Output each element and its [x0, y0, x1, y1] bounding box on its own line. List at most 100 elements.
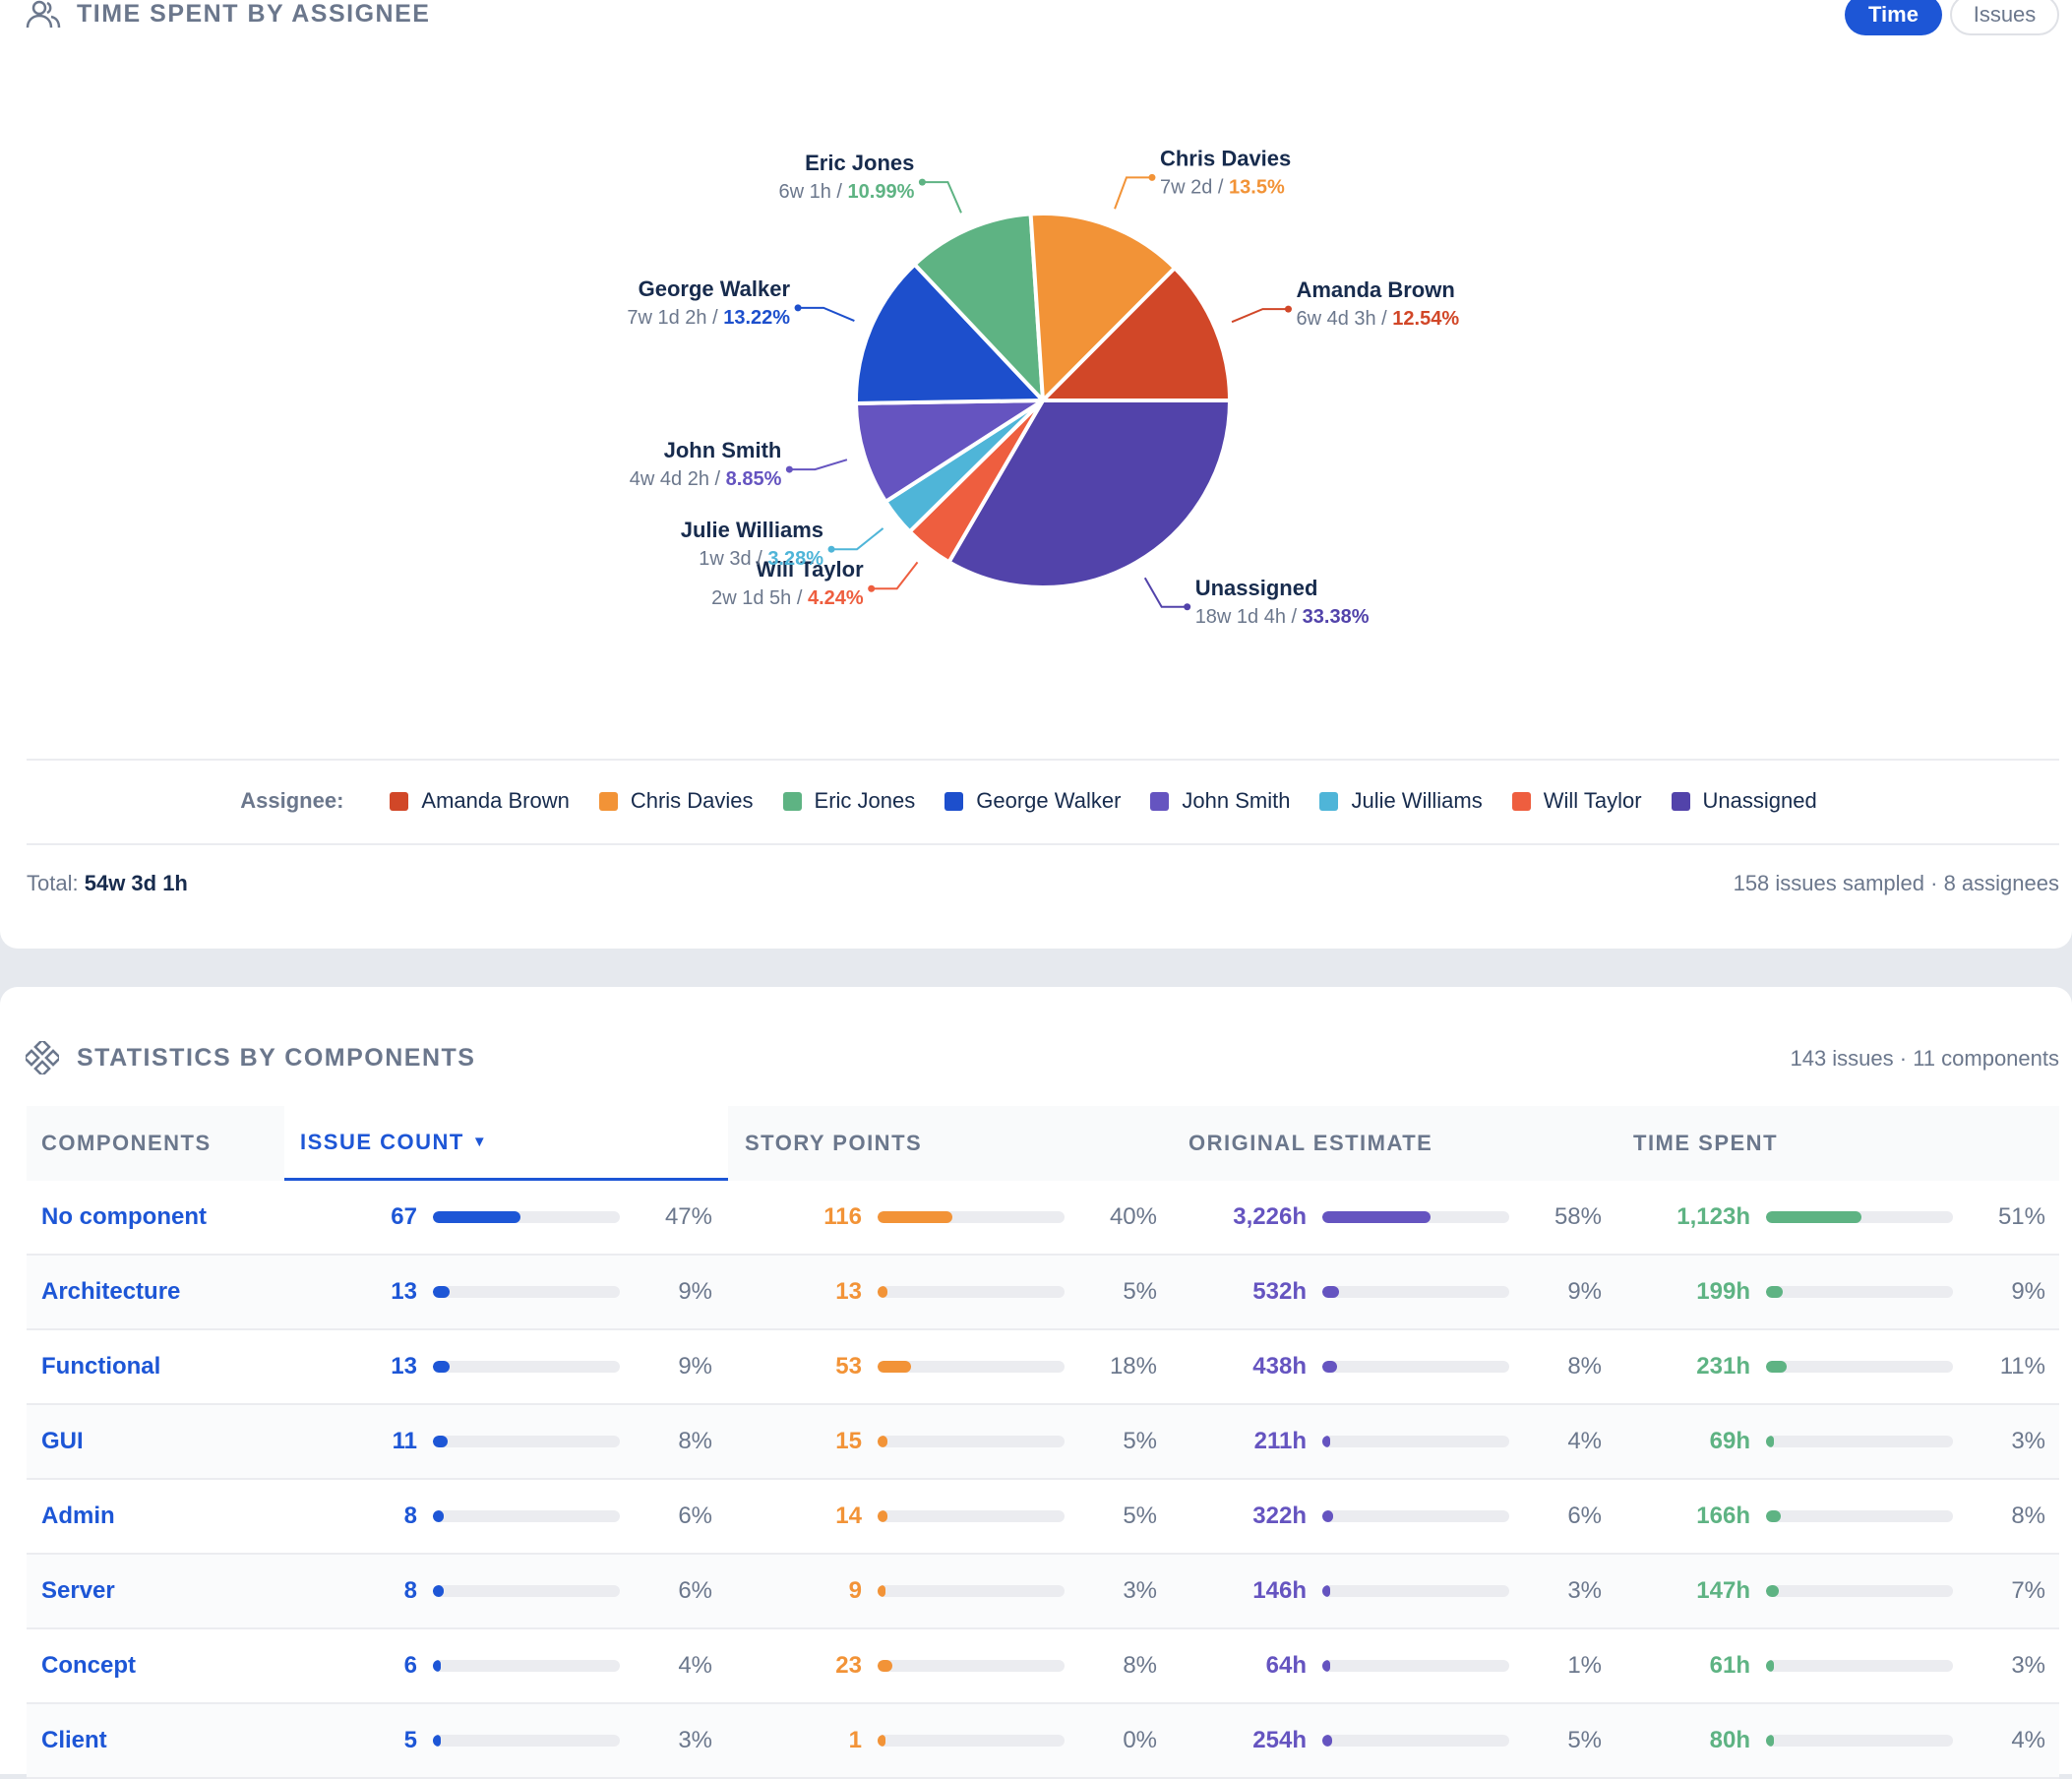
original-estimate-bar-fill	[1322, 1211, 1432, 1223]
column-story-points[interactable]: STORY POINTS	[745, 1106, 922, 1181]
pie-slice[interactable]	[854, 399, 1045, 504]
legend-bottom-divider	[27, 843, 2059, 845]
legend-label: Amanda Brown	[421, 788, 570, 813]
pie-label-dot	[1184, 603, 1191, 611]
issue-count-bar	[433, 1585, 620, 1597]
time-spent-percent: 3%	[2011, 1428, 2045, 1454]
legend-swatch	[1319, 791, 1339, 811]
pie-slice[interactable]	[912, 212, 1045, 402]
column-original-estimate-label: ORIGINAL ESTIMATE	[1188, 1131, 1433, 1155]
pie-slice[interactable]	[946, 399, 1232, 589]
legend-item[interactable]: George Walker	[945, 788, 1121, 814]
time-spent-bar	[1766, 1660, 1953, 1672]
table-row[interactable]: Client 5 3% 1 0% 254h 5% 80h 4%	[27, 1704, 2059, 1779]
table-row[interactable]: Concept 6 4% 23 8% 64h 1% 61h 3%	[27, 1629, 2059, 1704]
time-spent-percent: 3%	[2011, 1652, 2045, 1679]
component-name-link[interactable]: Server	[41, 1577, 115, 1604]
story-points-percent: 3%	[1123, 1577, 1157, 1604]
story-points-value: 9	[848, 1577, 862, 1604]
pie-label-value: 7w 1d 2h / 13.22%	[627, 307, 790, 329]
time-toggle-button[interactable]: Time	[1845, 0, 1942, 35]
column-components[interactable]: COMPONENTS	[41, 1106, 212, 1181]
component-name-link[interactable]: Functional	[41, 1353, 161, 1380]
pie-label-leader	[1231, 308, 1289, 324]
story-points-percent: 40%	[1109, 1203, 1157, 1230]
original-estimate-bar-fill	[1322, 1735, 1332, 1747]
legend-swatch	[1671, 791, 1690, 811]
pie-label-name: George Walker	[639, 276, 791, 301]
issue-count-bar-fill	[433, 1510, 445, 1522]
legend-item[interactable]: John Smith	[1150, 788, 1290, 814]
time-spent-percent: 51%	[1997, 1203, 2045, 1230]
pie-label-name: Will Taylor	[756, 557, 864, 582]
original-estimate-value: 3,226h	[1233, 1203, 1307, 1230]
original-estimate-percent: 8%	[1567, 1353, 1602, 1380]
time-spent-bar-fill	[1766, 1660, 1774, 1672]
component-name-link[interactable]: GUI	[41, 1428, 84, 1454]
legend-item[interactable]: Unassigned	[1671, 788, 1817, 814]
component-name-link[interactable]: Client	[41, 1727, 107, 1753]
time-spent-value: 80h	[1709, 1727, 1750, 1753]
table-row[interactable]: GUI 11 8% 15 5% 211h 4% 69h 3%	[27, 1405, 2059, 1480]
issue-count-bar	[433, 1361, 620, 1373]
pie-label-leader	[798, 306, 855, 322]
legend-swatch	[782, 791, 802, 811]
table-row[interactable]: Server 8 6% 9 3% 146h 3% 147h 7%	[27, 1555, 2059, 1629]
original-estimate-bar-fill	[1322, 1660, 1330, 1672]
component-name-link[interactable]: No component	[41, 1203, 207, 1230]
original-estimate-bar	[1322, 1660, 1509, 1672]
components-section-title: STATISTICS BY COMPONENTS	[77, 1044, 476, 1072]
issue-count-value: 13	[391, 1278, 417, 1305]
pie-label-value: 6w 1h / 10.99%	[779, 181, 915, 203]
time-spent-value: 69h	[1709, 1428, 1750, 1454]
original-estimate-bar	[1322, 1585, 1509, 1597]
legend-top-divider	[27, 759, 2059, 761]
legend-item[interactable]: Julie Williams	[1319, 788, 1483, 814]
table-row[interactable]: Admin 8 6% 14 5% 322h 6% 166h 8%	[27, 1480, 2059, 1555]
legend-item[interactable]: Amanda Brown	[390, 788, 570, 814]
column-issue-count[interactable]: ISSUE COUNT ▼	[284, 1106, 728, 1181]
story-points-value: 14	[835, 1503, 862, 1529]
original-estimate-bar	[1322, 1211, 1509, 1223]
table-row[interactable]: Functional 13 9% 53 18% 438h 8% 231h 11%	[27, 1330, 2059, 1405]
pie-label-value: 1w 3d / 3.28%	[699, 548, 823, 570]
components-summary: 143 issues · 11 components	[1790, 1046, 2059, 1071]
pie-slice[interactable]	[1028, 212, 1178, 402]
components-icon	[26, 1041, 59, 1074]
sort-desc-icon: ▼	[471, 1134, 489, 1150]
column-original-estimate[interactable]: ORIGINAL ESTIMATE	[1188, 1106, 1432, 1181]
component-name-link[interactable]: Admin	[41, 1503, 115, 1529]
users-icon	[26, 0, 61, 29]
time-spent-bar-fill	[1766, 1585, 1780, 1597]
legend-title: Assignee:	[240, 788, 344, 813]
column-time-spent[interactable]: TIME SPENT	[1633, 1106, 1778, 1181]
issue-count-bar-fill	[433, 1286, 451, 1298]
total-label: Total:	[27, 871, 79, 895]
pie-label-leader	[831, 527, 884, 551]
time-spent-bar	[1766, 1361, 1953, 1373]
pie-label-value: 7w 2d / 13.5%	[1160, 176, 1285, 198]
table-row[interactable]: Architecture 13 9% 13 5% 532h 9% 199h 9%	[27, 1256, 2059, 1330]
issue-count-bar	[433, 1436, 620, 1447]
story-points-bar-fill	[878, 1510, 887, 1522]
issues-toggle-button[interactable]: Issues	[1950, 0, 2059, 35]
story-points-bar	[878, 1286, 1065, 1298]
total-value: 54w 3d 1h	[84, 871, 188, 895]
story-points-value: 1	[848, 1727, 862, 1753]
issue-count-percent: 8%	[678, 1428, 712, 1454]
legend-item[interactable]: Chris Davies	[598, 788, 754, 814]
assignee-summary: 158 issues sampled · 8 assignees	[1733, 871, 2059, 895]
component-name-link[interactable]: Concept	[41, 1652, 136, 1679]
pie-slice[interactable]	[1041, 266, 1232, 402]
pie-label-leader	[1143, 577, 1188, 608]
legend-item[interactable]: Will Taylor	[1511, 788, 1642, 814]
original-estimate-bar	[1322, 1361, 1509, 1373]
pie-slice[interactable]	[854, 262, 1045, 405]
component-name-link[interactable]: Architecture	[41, 1278, 181, 1305]
pie-label-leader	[1114, 176, 1152, 210]
issue-count-percent: 47%	[664, 1203, 712, 1230]
legend-item[interactable]: Eric Jones	[782, 788, 915, 814]
original-estimate-value: 322h	[1252, 1503, 1307, 1529]
time-spent-value: 1,123h	[1676, 1203, 1750, 1230]
table-row[interactable]: No component 67 47% 116 40% 3,226h 58% 1,123h 51…	[27, 1181, 2059, 1256]
